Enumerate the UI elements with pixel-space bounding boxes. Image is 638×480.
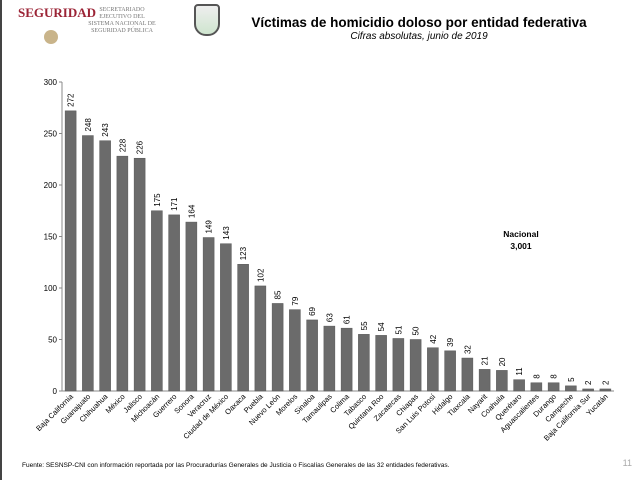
bar [599, 388, 612, 392]
data-label: 39 [446, 337, 455, 346]
bar [64, 110, 77, 392]
data-label: 8 [550, 374, 559, 379]
x-tick-label: México [104, 392, 127, 415]
data-label: 5 [567, 377, 576, 382]
y-tick-label: 50 [48, 336, 57, 345]
data-label: 69 [308, 306, 317, 315]
data-label: 2 [584, 380, 593, 385]
data-label: 171 [170, 197, 179, 211]
data-label: 143 [222, 226, 231, 240]
bar [168, 214, 180, 392]
page-number: 11 [622, 458, 632, 468]
data-label: 228 [118, 138, 127, 152]
bar [82, 135, 94, 392]
data-label: 2 [601, 380, 610, 385]
y-tick-label: 100 [44, 284, 58, 293]
y-tick-label: 200 [44, 181, 58, 190]
bar [323, 325, 336, 392]
data-label: 61 [343, 315, 352, 324]
data-label: 32 [463, 345, 472, 354]
bar [271, 303, 284, 392]
data-label: 175 [153, 193, 162, 207]
bar [582, 388, 594, 392]
chart-title: Víctimas de homicidio doloso por entidad… [251, 15, 587, 30]
bar [340, 327, 353, 392]
bar [392, 338, 405, 392]
data-label: 20 [498, 357, 507, 366]
bar [513, 379, 525, 392]
data-label: 164 [187, 204, 196, 218]
data-label: 63 [325, 313, 334, 322]
national-label: Nacional [503, 229, 538, 239]
bar [461, 357, 474, 392]
shield-logo-icon [194, 4, 220, 36]
bar [202, 237, 215, 392]
agency-name: SECRETARIADO EJECUTIVO DEL SISTEMA NACIO… [88, 7, 156, 34]
y-tick-label: 150 [44, 233, 58, 242]
bar [220, 243, 232, 392]
data-label: 226 [136, 140, 145, 154]
bar [133, 157, 146, 392]
chart-subtitle: Cifras absolutas, junio de 2019 [350, 31, 488, 42]
data-label: 11 [515, 367, 524, 376]
bar [547, 382, 560, 392]
bar [427, 347, 439, 392]
bar [565, 385, 577, 392]
left-border [0, 0, 2, 480]
data-label: 102 [256, 268, 265, 282]
data-label: 272 [67, 93, 76, 107]
bar [444, 350, 456, 392]
bar [99, 140, 111, 392]
y-tick-label: 300 [44, 78, 58, 87]
data-label: 123 [239, 246, 248, 260]
data-label: 243 [101, 123, 110, 137]
bar [254, 285, 267, 392]
bar [478, 369, 491, 392]
bar [151, 210, 163, 392]
bar [358, 334, 370, 392]
seguridad-logo: SEGURIDAD [18, 5, 97, 20]
data-label: 50 [412, 326, 421, 335]
y-tick-label: 0 [53, 387, 58, 396]
national-total: 3,001 [510, 241, 532, 251]
data-label: 85 [274, 290, 283, 299]
bar [306, 319, 318, 392]
data-label: 54 [377, 322, 386, 331]
bar [289, 309, 301, 392]
data-label: 248 [84, 118, 93, 132]
bar [375, 335, 387, 392]
data-label: 149 [205, 220, 214, 234]
data-label: 21 [481, 356, 490, 365]
bar [185, 221, 198, 392]
bar [409, 339, 422, 392]
data-label: 51 [394, 325, 403, 334]
y-tick-label: 250 [44, 130, 58, 139]
seal-icon [44, 30, 58, 44]
data-label: 55 [360, 321, 369, 330]
data-label: 8 [532, 374, 541, 379]
bar [116, 155, 129, 392]
data-label: 79 [291, 296, 300, 305]
bar [530, 382, 543, 392]
bar [496, 370, 508, 392]
data-label: 42 [429, 334, 438, 343]
bar [237, 264, 249, 392]
source-note: Fuente: SESNSP-CNI con información repor… [22, 462, 450, 469]
